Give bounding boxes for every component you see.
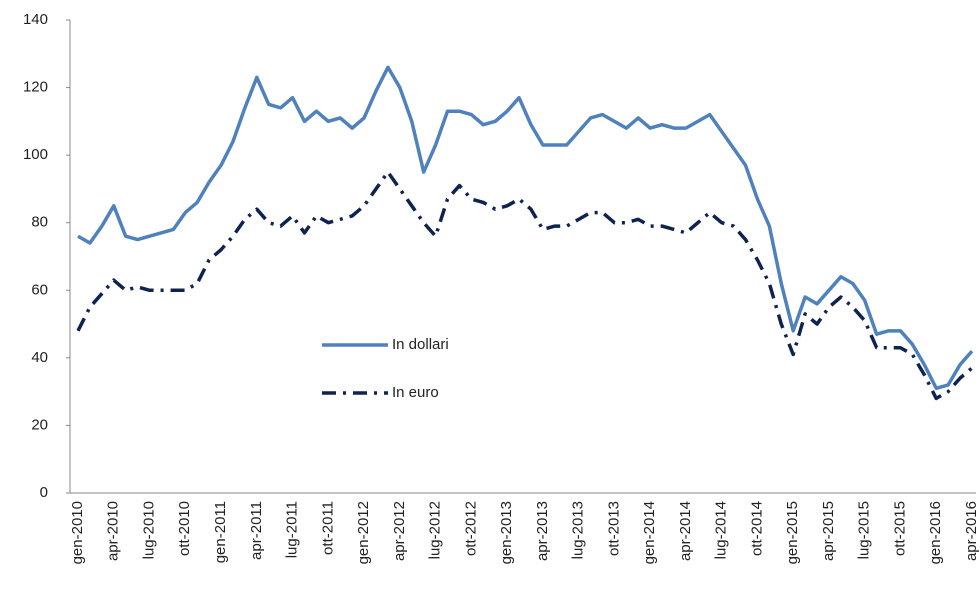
y-tick-label: 0 (40, 484, 48, 501)
x-tick-label: apr-2010 (105, 501, 122, 561)
y-tick-label: 40 (31, 349, 48, 366)
x-tick-label: ott-2010 (176, 501, 193, 556)
y-tick-label: 140 (23, 11, 48, 28)
x-tick-label: lug-2013 (570, 501, 587, 559)
data-line (76, 170, 974, 401)
x-tick-label: lug-2014 (713, 501, 730, 559)
y-tick-label: 120 (23, 79, 48, 96)
x-tick-label: apr-2013 (534, 501, 551, 561)
x-tick-label: gen-2013 (498, 501, 515, 564)
x-tick-label: ott-2013 (605, 501, 622, 556)
y-tick-label: 80 (31, 214, 48, 231)
x-tick-label: gen-2010 (69, 501, 86, 564)
x-tick-label: ott-2011 (319, 501, 336, 555)
y-tick-label: 100 (23, 146, 48, 163)
x-tick-label: lug-2011 (284, 501, 301, 558)
x-tick-label: lug-2010 (140, 501, 157, 559)
y-tick-label: 20 (31, 416, 48, 433)
x-tick-label: lug-2012 (427, 501, 444, 559)
x-tick-label: gen-2016 (927, 501, 944, 564)
x-tick-label: apr-2012 (391, 501, 408, 561)
legend-label: In euro (392, 384, 439, 401)
legend-label: In dollari (392, 336, 449, 353)
x-tick-label: ott-2012 (462, 501, 479, 556)
x-tick-label: gen-2012 (355, 501, 372, 564)
x-tick-label: apr-2015 (820, 501, 837, 561)
x-tick-label: gen-2014 (641, 501, 658, 564)
x-tick-label: apr-2016 (963, 501, 980, 561)
x-tick-label: apr-2014 (677, 501, 694, 561)
x-tick-label: gen-2011 (212, 501, 229, 563)
x-tick-label: gen-2015 (784, 501, 801, 564)
y-tick-label: 60 (31, 281, 48, 298)
x-tick-label: lug-2015 (856, 501, 873, 559)
data-line (77, 65, 974, 391)
x-tick-label: ott-2015 (891, 501, 908, 556)
x-tick-label: ott-2014 (748, 501, 765, 556)
x-tick-label: apr-2011 (248, 501, 265, 560)
